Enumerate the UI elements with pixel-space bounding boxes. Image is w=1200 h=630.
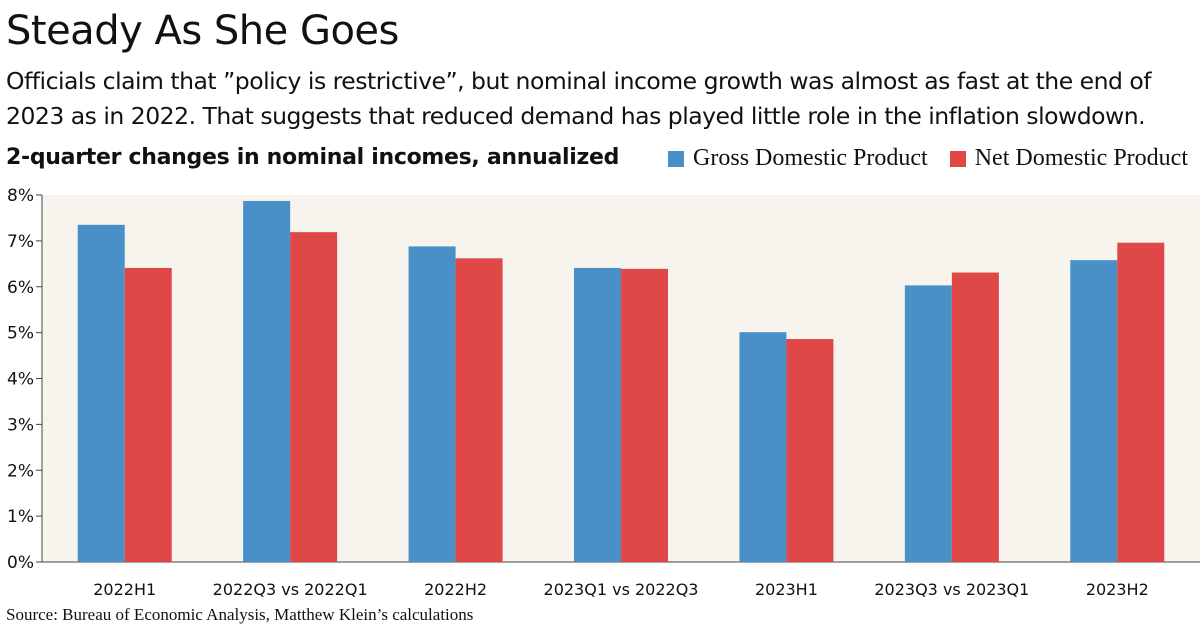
- y-tick-label: 7%: [7, 232, 34, 252]
- bar-ndp: [951, 272, 999, 562]
- legend-item-gdp: Gross Domestic Product: [668, 145, 928, 172]
- legend-swatch-ndp: [949, 150, 966, 167]
- bar-gdp: [408, 246, 456, 562]
- legend-swatch-gdp: [668, 150, 685, 167]
- chart-title: Steady As She Goes: [6, 8, 399, 54]
- x-tick-label: 2022Q3 vs 2022Q1: [213, 580, 368, 599]
- bar-ndp: [786, 339, 834, 562]
- y-tick-label: 4%: [7, 370, 34, 390]
- bar-ndp: [290, 232, 338, 562]
- y-tick-label: 2%: [7, 461, 34, 481]
- bar-chart: 0% 1% 2% 3% 4% 5% 6% 7% 8% 2022H1 2022Q3 vs 2022Q1…: [7, 186, 1200, 599]
- y-tick-label: 0%: [7, 553, 34, 573]
- chart-subtitle: Officials claim that ”policy is restrict…: [6, 67, 1152, 130]
- source-note: Source: Bureau of Economic Analysis, Mat…: [6, 605, 474, 624]
- y-tick-label: 3%: [7, 415, 34, 435]
- bar-gdp: [243, 200, 291, 562]
- y-tick-label: 1%: [7, 507, 34, 527]
- y-tick-label: 8%: [7, 186, 34, 206]
- bar-ndp: [1117, 242, 1165, 562]
- bar-gdp: [904, 285, 952, 562]
- y-tick-label: 6%: [7, 278, 34, 298]
- bar-ndp: [455, 258, 503, 562]
- x-tick-label: 2023Q3 vs 2023Q1: [874, 580, 1029, 599]
- bar-gdp: [1070, 260, 1118, 562]
- legend: Gross Domestic Product Net Domestic Prod…: [646, 145, 1188, 172]
- x-tick-label: 2023H2: [1086, 580, 1149, 599]
- bar-ndp: [124, 267, 172, 562]
- bar-gdp: [574, 267, 621, 562]
- bar-gdp: [77, 224, 125, 562]
- legend-label-gdp: Gross Domestic Product: [693, 145, 928, 171]
- bar-ndp: [621, 268, 668, 562]
- chart-label: 2-quarter changes in nominal incomes, an…: [6, 145, 620, 170]
- x-tick-label: 2023Q1 vs 2022Q3: [544, 580, 699, 599]
- bar-gdp: [739, 332, 787, 562]
- legend-item-ndp: Net Domestic Product: [949, 145, 1188, 172]
- y-tick-label: 5%: [7, 324, 34, 344]
- x-tick-label: 2022H2: [424, 580, 487, 599]
- x-tick-label: 2023H1: [755, 580, 818, 599]
- x-tick-label: 2022H1: [93, 580, 156, 599]
- legend-label-ndp: Net Domestic Product: [974, 145, 1188, 171]
